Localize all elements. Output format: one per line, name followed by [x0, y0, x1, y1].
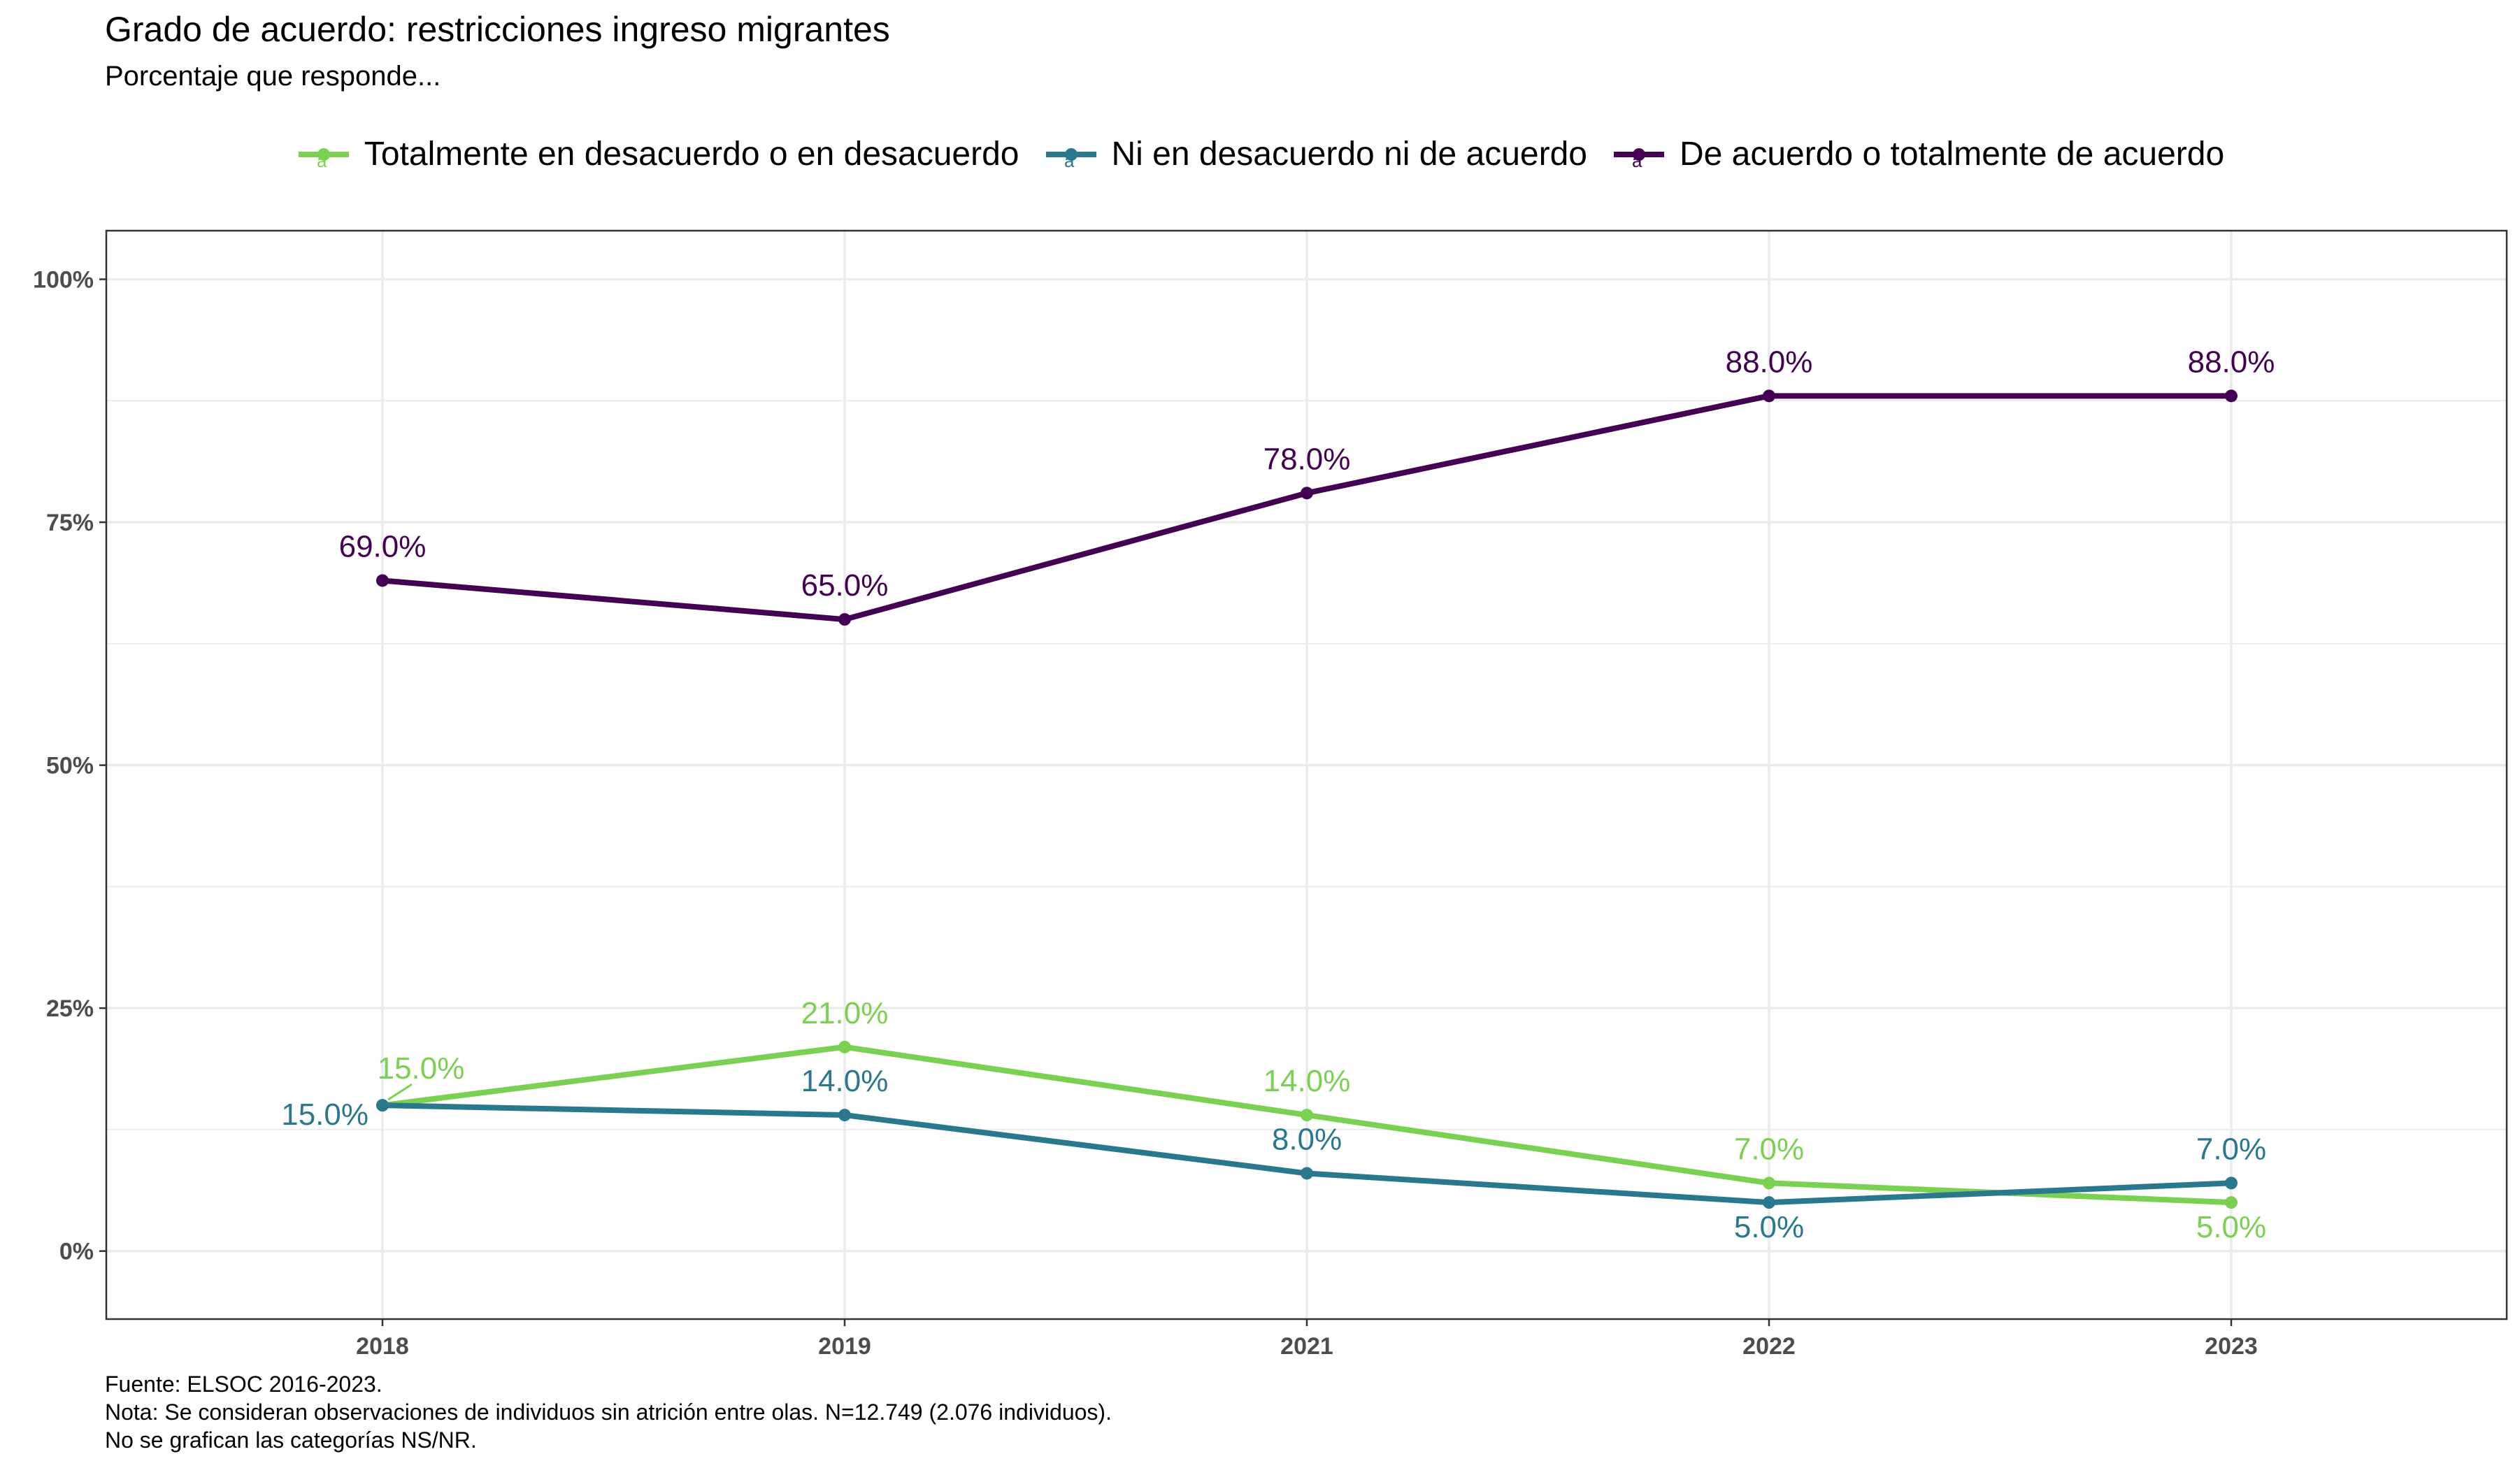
- data-point: [1763, 389, 1775, 403]
- caption-note-2: No se grafican las categorías NS/NR.: [105, 1427, 477, 1453]
- data-point: [2225, 389, 2238, 403]
- series-0: 15.0% 21.0% 14.0% 7.0% 5.0%: [376, 996, 2266, 1244]
- data-label: 7.0%: [1734, 1132, 1804, 1166]
- data-point: [838, 613, 851, 626]
- svg-text:a: a: [317, 150, 327, 171]
- svg-text:a: a: [1064, 150, 1075, 171]
- data-label: 5.0%: [2196, 1210, 2266, 1244]
- data-point: [1301, 487, 1313, 500]
- legend-key-neutral: a: [1045, 148, 1096, 171]
- data-point: [2225, 1196, 2238, 1209]
- legend-label-acuerdo: De acuerdo o totalmente de acuerdo: [1679, 136, 2225, 173]
- legend-item-acuerdo: a De acuerdo o totalmente de acuerdo: [1611, 136, 2224, 173]
- data-label: 21.0%: [801, 996, 889, 1030]
- grid: [106, 231, 2507, 1319]
- y-tick-label: 75%: [46, 510, 94, 536]
- data-point: [838, 1040, 851, 1053]
- data-label: 88.0%: [2188, 345, 2275, 379]
- data-point: [838, 1109, 851, 1122]
- data-label: 15.0%: [281, 1098, 368, 1132]
- x-tick-label: 2018: [356, 1333, 409, 1360]
- data-label: 65.0%: [801, 568, 889, 603]
- data-point: [376, 1099, 389, 1112]
- data-label: 78.0%: [1263, 442, 1351, 476]
- legend: a Totalmente en desacuerdo o en desacuer…: [0, 130, 2520, 179]
- series-2: 69.0% 65.0% 78.0% 88.0% 88.0%: [339, 345, 2275, 626]
- chart-subtitle: Porcentaje que responde...: [105, 61, 441, 92]
- legend-key-desacuerdo: a: [298, 148, 349, 171]
- series-1: 15.0% 14.0% 8.0% 5.0% 7.0%: [281, 1064, 2266, 1244]
- legend-item-neutral: a Ni en desacuerdo ni de acuerdo: [1043, 136, 1587, 173]
- legend-key-acuerdo: a: [1613, 148, 1664, 171]
- data-point: [376, 574, 389, 587]
- y-tick-label: 100%: [33, 267, 94, 294]
- x-tick-label: 2021: [1280, 1333, 1333, 1360]
- legend-label-desacuerdo: Totalmente en desacuerdo o en desacuerdo: [364, 136, 1019, 173]
- data-point: [1301, 1167, 1313, 1180]
- data-label: 69.0%: [339, 529, 427, 563]
- caption-source: Fuente: ELSOC 2016-2023.: [105, 1372, 382, 1397]
- data-label: 8.0%: [1272, 1122, 1342, 1156]
- data-label: 15.0%: [378, 1051, 465, 1086]
- data-point: [1763, 1176, 1775, 1190]
- data-point: [1301, 1109, 1313, 1122]
- y-tick-label: 0%: [59, 1239, 94, 1265]
- chart-title: Grado de acuerdo: restricciones ingreso …: [105, 10, 890, 49]
- data-label: 14.0%: [1263, 1064, 1351, 1098]
- data-label: 88.0%: [1726, 345, 1813, 379]
- x-tick-label: 2023: [2205, 1333, 2258, 1360]
- data-point: [1763, 1196, 1775, 1209]
- svg-text:a: a: [1632, 150, 1642, 171]
- data-label: 7.0%: [2196, 1132, 2266, 1166]
- x-tick-label: 2022: [1742, 1333, 1796, 1360]
- data-point: [2225, 1176, 2238, 1190]
- label-leader-line: [387, 1083, 413, 1101]
- data-label: 5.0%: [1734, 1210, 1804, 1244]
- y-tick-label: 25%: [46, 995, 94, 1022]
- caption: Fuente: ELSOC 2016-2023. Nota: Se consid…: [105, 1370, 1112, 1454]
- caption-note: Nota: Se consideran observaciones de ind…: [105, 1399, 1112, 1425]
- y-tick-label: 50%: [46, 753, 94, 779]
- legend-label-neutral: Ni en desacuerdo ni de acuerdo: [1111, 136, 1587, 173]
- data-label: 14.0%: [801, 1064, 889, 1098]
- x-tick-label: 2019: [818, 1333, 871, 1360]
- line-chart: 0% 25% 50% 75% 100% 2018 2019 2021 2022 2023 15.0%…: [33, 229, 2508, 1360]
- legend-item-desacuerdo: a Totalmente en desacuerdo o en desacuer…: [296, 136, 1019, 173]
